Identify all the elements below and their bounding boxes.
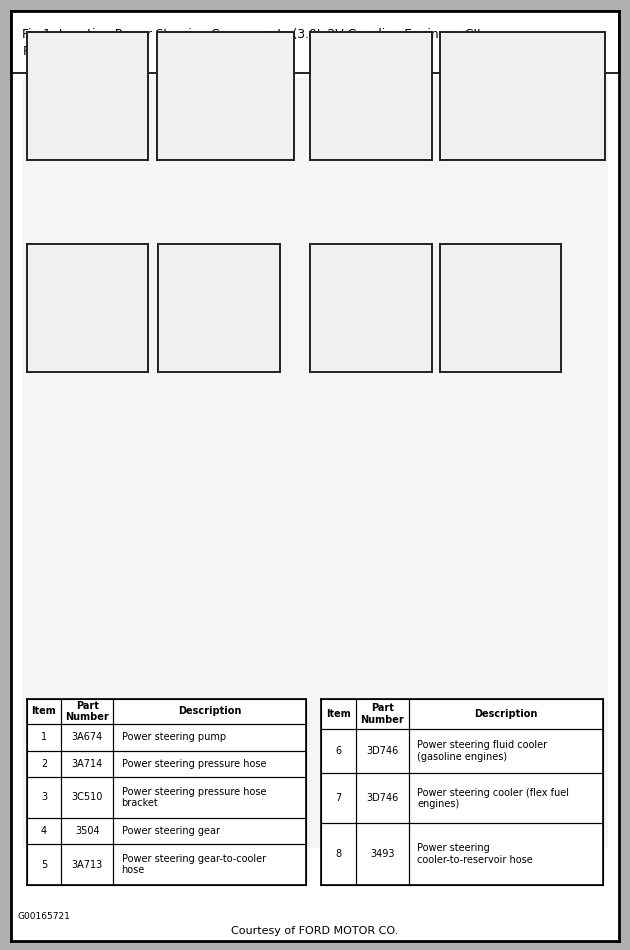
Bar	[321, 699, 357, 729]
Bar	[357, 824, 409, 884]
Bar	[113, 777, 306, 818]
Text: Courtesy of FORD MOTOR CO.: Courtesy of FORD MOTOR CO.	[231, 926, 399, 936]
Bar	[357, 729, 409, 773]
Bar	[62, 699, 113, 724]
Bar	[113, 750, 306, 777]
Text: 5: 5	[41, 860, 47, 869]
Bar	[113, 818, 306, 845]
Bar	[26, 724, 62, 750]
Text: 3: 3	[41, 792, 47, 803]
Text: 3D746: 3D746	[367, 793, 399, 804]
Text: 7: 7	[336, 793, 342, 804]
Bar	[357, 773, 409, 824]
Text: Power steering
cooler-to-reservoir hose: Power steering cooler-to-reservoir hose	[417, 844, 533, 864]
Text: 3C510: 3C510	[72, 792, 103, 803]
Text: Power steering pressure hose
bracket: Power steering pressure hose bracket	[122, 787, 266, 808]
Bar	[62, 724, 113, 750]
Text: 3A714: 3A714	[72, 759, 103, 769]
Text: 3504: 3504	[75, 826, 100, 836]
Text: G00165721: G00165721	[18, 912, 71, 922]
Text: Power steering pump: Power steering pump	[122, 732, 226, 742]
Text: Power steering cooler (flex fuel
engines): Power steering cooler (flex fuel engines…	[417, 788, 569, 809]
Bar	[357, 699, 409, 729]
Bar	[113, 699, 306, 724]
Text: 3A674: 3A674	[72, 732, 103, 742]
Text: Item: Item	[32, 707, 56, 716]
Bar	[62, 777, 113, 818]
Bar	[321, 729, 357, 773]
Text: Description: Description	[178, 707, 241, 716]
Text: Power steering gear: Power steering gear	[122, 826, 219, 836]
Bar	[62, 750, 113, 777]
Bar	[409, 824, 604, 884]
Bar	[321, 773, 357, 824]
Bar	[62, 818, 113, 845]
Text: 6: 6	[336, 746, 342, 756]
Text: 8: 8	[336, 849, 342, 859]
Text: 3A713: 3A713	[72, 860, 103, 869]
Bar	[26, 818, 62, 845]
Text: Power steering fluid cooler
(gasoline engines): Power steering fluid cooler (gasoline en…	[417, 740, 547, 762]
Text: Item: Item	[326, 709, 351, 719]
Text: 2: 2	[41, 759, 47, 769]
Bar	[409, 729, 604, 773]
Bar	[26, 777, 62, 818]
Bar	[409, 699, 604, 729]
Bar	[11, 11, 619, 73]
Bar	[321, 824, 357, 884]
Text: 1: 1	[41, 732, 47, 742]
Text: Power steering gear-to-cooler
hose: Power steering gear-to-cooler hose	[122, 854, 266, 875]
Text: Part
Number: Part Number	[360, 703, 404, 725]
Bar	[409, 773, 604, 824]
Bar	[26, 699, 62, 724]
Text: Description: Description	[474, 709, 538, 719]
Bar	[113, 724, 306, 750]
Bar	[113, 845, 306, 884]
Bar	[26, 845, 62, 884]
Text: 4: 4	[41, 826, 47, 836]
Bar	[26, 750, 62, 777]
Text: 3D746: 3D746	[367, 746, 399, 756]
Bar	[62, 845, 113, 884]
Text: Fig 1: Locating Power Steering Components (3.0L 2V Gasoline Engines - CII
Pump): Fig 1: Locating Power Steering Component…	[22, 28, 481, 58]
Text: Part
Number: Part Number	[66, 701, 109, 722]
Text: Power steering pressure hose: Power steering pressure hose	[122, 759, 266, 769]
Text: 3493: 3493	[370, 849, 395, 859]
